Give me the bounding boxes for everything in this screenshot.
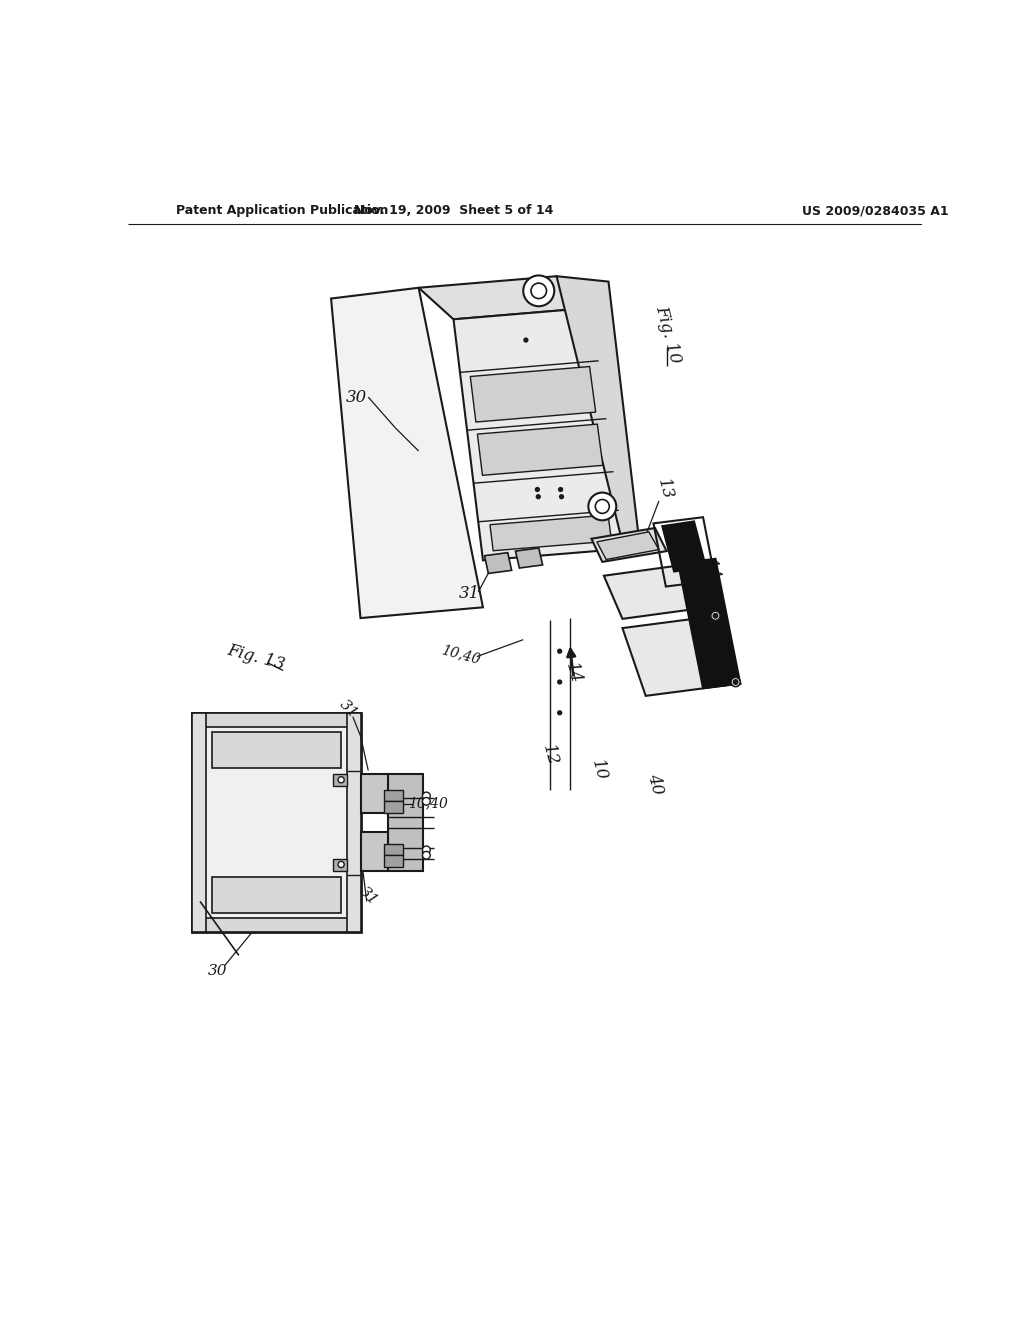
Polygon shape <box>334 859 346 871</box>
Circle shape <box>536 487 540 491</box>
Text: Nov. 19, 2009  Sheet 5 of 14: Nov. 19, 2009 Sheet 5 of 14 <box>354 205 553 218</box>
Polygon shape <box>419 276 592 319</box>
Circle shape <box>558 711 561 714</box>
Text: 40: 40 <box>644 771 666 796</box>
Text: 14: 14 <box>562 660 584 685</box>
Text: Fig. 13: Fig. 13 <box>225 642 287 673</box>
Circle shape <box>423 792 430 800</box>
Polygon shape <box>212 876 341 913</box>
Polygon shape <box>623 615 740 696</box>
Circle shape <box>589 492 616 520</box>
Polygon shape <box>597 532 658 560</box>
Polygon shape <box>384 843 403 855</box>
Circle shape <box>537 495 541 499</box>
Circle shape <box>559 487 562 491</box>
Text: 13: 13 <box>654 477 676 502</box>
Polygon shape <box>384 855 403 867</box>
Polygon shape <box>346 713 360 932</box>
Polygon shape <box>678 558 740 688</box>
Circle shape <box>423 846 430 854</box>
Circle shape <box>558 649 561 653</box>
Polygon shape <box>360 775 388 813</box>
Circle shape <box>338 776 344 783</box>
Text: 31: 31 <box>459 585 479 602</box>
Text: 12: 12 <box>540 743 561 768</box>
Polygon shape <box>477 424 603 475</box>
Polygon shape <box>663 521 706 572</box>
Circle shape <box>731 677 740 686</box>
Text: Patent Application Publication: Patent Application Publication <box>176 205 388 218</box>
Text: 10,40: 10,40 <box>440 643 482 667</box>
Text: US 2009/0284035 A1: US 2009/0284035 A1 <box>802 205 949 218</box>
Polygon shape <box>331 288 483 618</box>
Circle shape <box>531 284 547 298</box>
Text: 30: 30 <box>208 964 227 978</box>
Circle shape <box>423 797 430 805</box>
Text: 30: 30 <box>346 388 368 405</box>
Circle shape <box>338 862 344 867</box>
Polygon shape <box>193 713 360 932</box>
Polygon shape <box>193 919 360 932</box>
Text: 31: 31 <box>356 884 380 908</box>
Polygon shape <box>557 276 640 549</box>
Polygon shape <box>470 367 596 422</box>
Polygon shape <box>384 789 403 801</box>
Circle shape <box>558 680 561 684</box>
Polygon shape <box>360 832 388 871</box>
Polygon shape <box>384 801 403 813</box>
Circle shape <box>423 851 430 859</box>
Circle shape <box>711 611 720 620</box>
Polygon shape <box>484 553 512 573</box>
Circle shape <box>523 276 554 306</box>
Circle shape <box>733 680 738 684</box>
Polygon shape <box>388 775 423 871</box>
Polygon shape <box>604 564 713 619</box>
Text: 10: 10 <box>588 758 610 783</box>
Text: 31: 31 <box>337 697 360 721</box>
Text: Fig. 10: Fig. 10 <box>652 304 684 364</box>
Circle shape <box>595 499 609 513</box>
Polygon shape <box>212 733 341 768</box>
Polygon shape <box>489 515 611 550</box>
Polygon shape <box>334 775 346 785</box>
Polygon shape <box>193 713 360 726</box>
Text: 10,40: 10,40 <box>408 797 447 810</box>
Circle shape <box>559 495 563 499</box>
Polygon shape <box>592 528 667 562</box>
Circle shape <box>713 614 718 618</box>
Text: 14: 14 <box>699 558 722 583</box>
Polygon shape <box>515 548 543 568</box>
Polygon shape <box>454 308 624 561</box>
Polygon shape <box>193 713 206 932</box>
Circle shape <box>524 338 527 342</box>
